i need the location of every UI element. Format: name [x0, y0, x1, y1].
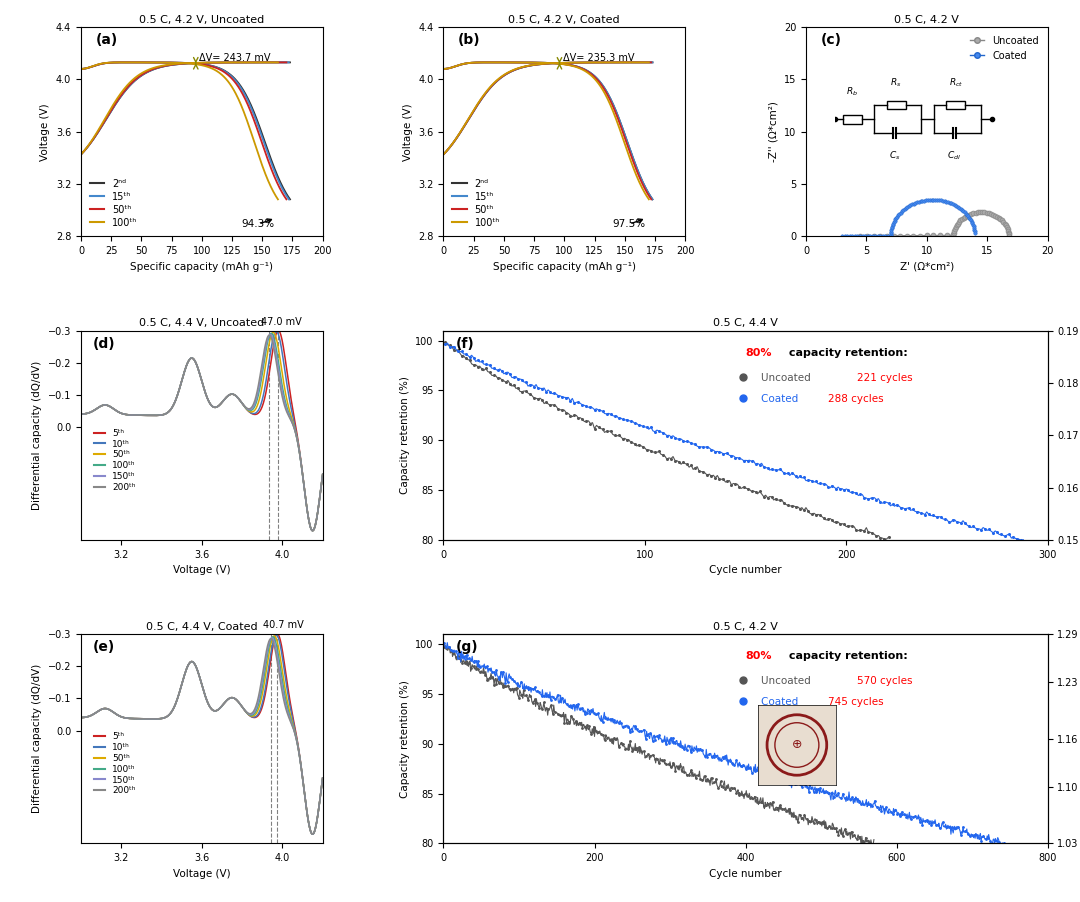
- Y-axis label: Voltage (V): Voltage (V): [403, 103, 413, 161]
- X-axis label: Cycle number: Cycle number: [710, 869, 782, 879]
- Text: 221 cycles: 221 cycles: [858, 373, 913, 382]
- Text: ΔV= 243.7 mV: ΔV= 243.7 mV: [200, 52, 271, 62]
- Title: 0.5 C, 4.4 V, Uncoated: 0.5 C, 4.4 V, Uncoated: [139, 318, 265, 328]
- Title: 0.5 C, 4.2 V, Coated: 0.5 C, 4.2 V, Coated: [509, 15, 620, 25]
- Y-axis label: Capacity retention (%): Capacity retention (%): [400, 376, 409, 494]
- Legend: 5ᵗʰ, 10ᵗʰ, 50ᵗʰ, 100ᵗʰ, 150ᵗʰ, 200ᵗʰ: 5ᵗʰ, 10ᵗʰ, 50ᵗʰ, 100ᵗʰ, 150ᵗʰ, 200ᵗʰ: [91, 729, 139, 799]
- Text: 288 cycles: 288 cycles: [828, 393, 883, 403]
- Text: (g): (g): [456, 640, 478, 654]
- Y-axis label: Capacity retention (%): Capacity retention (%): [400, 680, 409, 797]
- Legend: Uncoated, Coated: Uncoated, Coated: [966, 32, 1042, 65]
- Text: 80%: 80%: [745, 347, 772, 358]
- Text: capacity retention:: capacity retention:: [785, 347, 907, 358]
- Text: 80%: 80%: [745, 651, 772, 661]
- Title: 0.5 C, 4.2 V, Uncoated: 0.5 C, 4.2 V, Uncoated: [139, 15, 265, 25]
- Text: (c): (c): [821, 33, 841, 47]
- X-axis label: Z' (Ω*cm²): Z' (Ω*cm²): [900, 262, 954, 272]
- Text: 570 cycles: 570 cycles: [858, 676, 913, 686]
- X-axis label: Specific capacity (mAh g⁻¹): Specific capacity (mAh g⁻¹): [492, 262, 636, 272]
- Text: 94.3%: 94.3%: [242, 219, 274, 229]
- Text: Uncoated: Uncoated: [760, 373, 813, 382]
- Text: 745 cycles: 745 cycles: [828, 697, 883, 707]
- Y-axis label: Voltage (V): Voltage (V): [40, 103, 51, 161]
- Text: ΔV= 235.3 mV: ΔV= 235.3 mV: [563, 52, 635, 62]
- Title: 0.5 C, 4.2 V: 0.5 C, 4.2 V: [713, 621, 778, 632]
- Legend: 5ᵗʰ, 10ᵗʰ, 50ᵗʰ, 100ᵗʰ, 150ᵗʰ, 200ᵗʰ: 5ᵗʰ, 10ᵗʰ, 50ᵗʰ, 100ᵗʰ, 150ᵗʰ, 200ᵗʰ: [91, 425, 139, 495]
- Text: capacity retention:: capacity retention:: [785, 651, 907, 661]
- X-axis label: Voltage (V): Voltage (V): [173, 566, 231, 575]
- Text: (d): (d): [93, 336, 116, 351]
- Text: (b): (b): [458, 33, 481, 47]
- Legend: 2ⁿᵈ, 15ᵗʰ, 50ᵗʰ, 100ᵗʰ: 2ⁿᵈ, 15ᵗʰ, 50ᵗʰ, 100ᵗʰ: [448, 175, 503, 232]
- Legend: 2ⁿᵈ, 15ᵗʰ, 50ᵗʰ, 100ᵗʰ: 2ⁿᵈ, 15ᵗʰ, 50ᵗʰ, 100ᵗʰ: [86, 175, 141, 232]
- X-axis label: Cycle number: Cycle number: [710, 566, 782, 575]
- X-axis label: Voltage (V): Voltage (V): [173, 869, 231, 879]
- Y-axis label: Differential capacity (dQ/dV): Differential capacity (dQ/dV): [32, 361, 42, 510]
- Text: 47.0 mV: 47.0 mV: [260, 317, 301, 327]
- Y-axis label: -Z'' (Ω*cm²): -Z'' (Ω*cm²): [768, 101, 779, 162]
- Text: (a): (a): [95, 33, 118, 47]
- Text: 97.5%: 97.5%: [612, 219, 646, 229]
- Y-axis label: Differential capacity (dQ/dV): Differential capacity (dQ/dV): [32, 664, 42, 814]
- Text: 40.7 mV: 40.7 mV: [264, 621, 303, 630]
- Text: Coated: Coated: [760, 697, 801, 707]
- Title: 0.5 C, 4.4 V: 0.5 C, 4.4 V: [713, 318, 778, 328]
- Title: 0.5 C, 4.4 V, Coated: 0.5 C, 4.4 V, Coated: [146, 621, 258, 632]
- X-axis label: Specific capacity (mAh g⁻¹): Specific capacity (mAh g⁻¹): [131, 262, 273, 272]
- Text: Coated: Coated: [760, 393, 801, 403]
- Text: Uncoated: Uncoated: [760, 676, 813, 686]
- Text: (e): (e): [93, 640, 116, 654]
- Title: 0.5 C, 4.2 V: 0.5 C, 4.2 V: [894, 15, 959, 25]
- Text: (f): (f): [456, 336, 474, 351]
